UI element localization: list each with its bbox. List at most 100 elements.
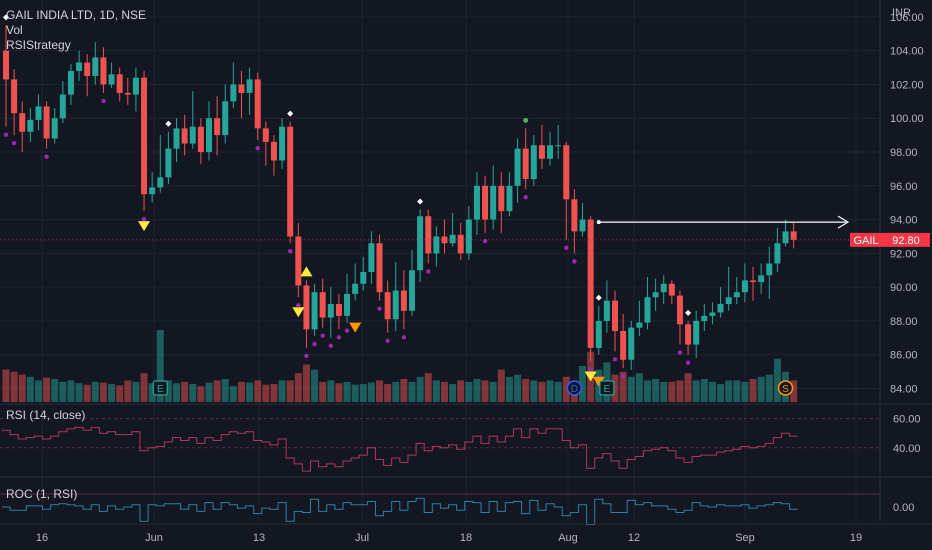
candle-body <box>766 263 773 276</box>
purple-dot-marker <box>255 145 260 151</box>
volume-bar <box>627 376 635 402</box>
volume-bar <box>132 381 140 402</box>
candle-body <box>620 331 627 360</box>
purple-dot-marker <box>320 333 325 338</box>
price-tick-label: 100.00 <box>890 113 924 125</box>
volume-bar <box>124 380 132 402</box>
candle-body <box>628 327 635 360</box>
candle-body <box>335 304 342 316</box>
candle-body <box>676 295 683 325</box>
volume-bar <box>725 380 733 402</box>
time-axis[interactable]: 16 Jun 13 Jul 18 Aug 12 Sep 19 <box>0 523 932 544</box>
volume-bar <box>91 381 99 402</box>
candle-body <box>262 128 269 142</box>
volume-bar <box>75 383 83 402</box>
volume-bar <box>400 378 408 402</box>
purple-dot-marker <box>296 303 301 308</box>
horizontal-ray[interactable] <box>0 215 880 241</box>
candle-body <box>693 320 700 345</box>
volume-bar <box>173 383 181 402</box>
candle-body <box>132 77 139 95</box>
candle-body <box>482 185 489 220</box>
buy-triangle-marker <box>138 221 151 232</box>
rsi-pane-label[interactable]: RSI (14, close) <box>6 408 86 422</box>
volume-bar <box>757 376 765 402</box>
volume-bar <box>408 381 416 402</box>
volume-bar <box>773 358 781 402</box>
sell-diamond-marker <box>417 198 424 205</box>
volume-bar <box>116 385 124 402</box>
candle-body <box>173 128 180 149</box>
candle-body <box>400 290 407 311</box>
volume-bar <box>359 384 367 402</box>
volume-bar <box>319 381 327 402</box>
volume-bar <box>327 380 335 402</box>
candle-body <box>206 118 212 153</box>
volume-bar <box>546 380 554 402</box>
volume-bar <box>708 381 716 402</box>
volume-bar <box>67 380 75 402</box>
purple-dot-marker <box>141 216 147 222</box>
time-tick-label: 19 <box>850 532 862 544</box>
candle-body <box>197 126 204 153</box>
candle-body <box>685 324 692 345</box>
price-tick-label: 94.00 <box>890 215 918 227</box>
purple-dot-marker <box>288 249 293 254</box>
volume-bar <box>790 380 798 402</box>
volume-bar <box>376 380 384 402</box>
candle-body <box>368 243 375 272</box>
volume-bars <box>2 330 798 402</box>
sell-diamond-marker <box>685 309 692 316</box>
volume-bar <box>522 378 530 402</box>
candle-body <box>157 177 164 188</box>
candle-body <box>587 219 594 348</box>
candle-body <box>733 292 740 298</box>
candle-body <box>214 118 221 136</box>
price-tick-label: 104.00 <box>890 46 924 58</box>
volume-bar <box>416 376 424 402</box>
volume-bar <box>34 380 42 402</box>
volume-bar <box>164 380 172 402</box>
volume-bar <box>514 374 522 402</box>
strategy-indicator-label[interactable]: RSIStrategy <box>6 38 71 52</box>
volume-bar <box>457 380 465 402</box>
volume-bar <box>294 373 302 402</box>
price-axis[interactable]: 106.00 104.00 102.00 100.00 98.00 96.00 94.00 9… <box>850 12 930 514</box>
price-tick-label: 88.00 <box>890 316 918 328</box>
price-tick-label: 90.00 <box>890 282 918 294</box>
volume-bar <box>302 364 310 402</box>
candle-body <box>181 128 188 144</box>
volume-bar <box>449 384 457 402</box>
candle-body <box>612 300 618 332</box>
volume-indicator-label[interactable]: Vol <box>6 23 23 37</box>
volume-bar <box>741 381 749 402</box>
chart-title[interactable]: GAIL INDIA LTD, 1D, NSE <box>6 8 147 22</box>
candle-body <box>376 243 383 293</box>
candle-body <box>425 216 432 254</box>
candle-body <box>417 216 424 271</box>
candle-body <box>319 292 326 318</box>
volume-bar <box>99 382 107 402</box>
buy-triangle-marker <box>292 307 305 318</box>
volume-bar <box>749 378 757 402</box>
candle-body <box>360 271 367 284</box>
volume-bar <box>424 373 432 402</box>
volume-bar <box>51 378 59 402</box>
green-dot-marker <box>523 117 529 123</box>
candle-body <box>709 312 716 316</box>
volume-bar <box>733 380 741 402</box>
event-badge-label: S <box>782 384 789 395</box>
candle-body <box>717 304 724 313</box>
candle-body <box>758 275 765 283</box>
candle-body <box>473 185 480 220</box>
candle-body <box>538 145 545 159</box>
symbol-tag-label: GAIL <box>853 235 878 247</box>
roc-pane-label[interactable]: ROC (1, RSI) <box>6 487 78 501</box>
event-badge-label: D <box>571 384 578 395</box>
volume-bar <box>635 373 643 402</box>
volume-bar <box>108 384 116 402</box>
candle-body <box>514 148 521 186</box>
candle-body <box>603 300 610 321</box>
